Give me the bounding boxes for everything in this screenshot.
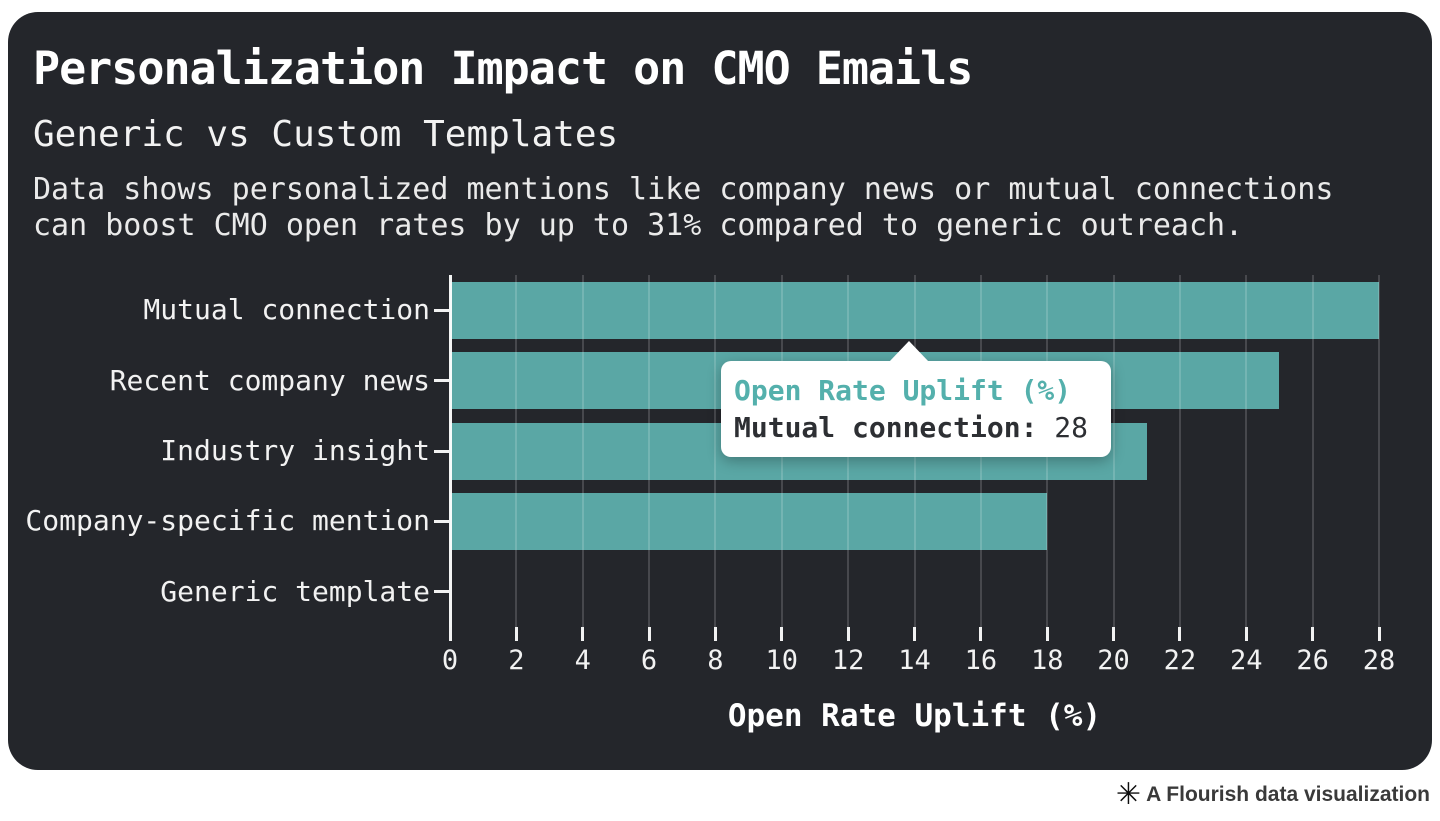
x-tick-label-8: 8 xyxy=(707,645,724,676)
flourish-logo-icon: ✳ xyxy=(1115,777,1142,812)
x-tick-18 xyxy=(1045,627,1049,641)
y-tick-recent-company-news xyxy=(434,379,449,383)
flourish-attribution-link[interactable]: ✳ A Flourish data visualization xyxy=(1116,774,1430,816)
y-tick-company-specific-mention xyxy=(434,519,449,523)
gridline-28 xyxy=(1378,275,1380,627)
x-tick-10 xyxy=(780,627,784,641)
x-tick-26 xyxy=(1311,627,1315,641)
x-tick-label-0: 0 xyxy=(441,645,459,676)
category-label-mutual-connection: Mutual connection xyxy=(143,293,430,327)
chart-title: Personalization Impact on CMO Emails xyxy=(33,42,973,95)
x-tick-label-20: 20 xyxy=(1097,645,1130,676)
x-tick-14 xyxy=(913,627,916,641)
x-tick-label-2: 2 xyxy=(508,645,525,676)
x-tick-6 xyxy=(647,627,651,641)
x-tick-12 xyxy=(846,627,850,641)
x-tick-label-12: 12 xyxy=(831,645,865,676)
x-tick-label-28: 28 xyxy=(1362,645,1396,676)
y-tick-industry-insight xyxy=(434,449,449,453)
x-tick-20 xyxy=(1112,627,1116,641)
bar-company-specific-mention[interactable] xyxy=(450,492,1048,550)
gridline-20 xyxy=(1112,275,1115,627)
gridline-4 xyxy=(581,275,584,627)
gridline-22 xyxy=(1178,275,1181,627)
category-label-company-specific-mention: Company-specific mention xyxy=(25,504,430,538)
x-axis-title: Open Rate Uplift (%) xyxy=(727,698,1102,734)
gridline-26 xyxy=(1311,275,1314,627)
x-tick-label-14: 14 xyxy=(898,645,931,676)
gridline-8 xyxy=(714,275,717,627)
x-tick-label-10: 10 xyxy=(765,645,799,676)
x-tick-4 xyxy=(581,627,585,641)
x-tick-label-16: 16 xyxy=(964,645,998,676)
gridline-2 xyxy=(515,275,518,627)
gridline-6 xyxy=(648,275,651,627)
x-tick-label-18: 18 xyxy=(1030,645,1064,676)
chart-description: Data shows personalized mentions like co… xyxy=(33,172,1333,244)
tooltip-value: 28 xyxy=(1054,411,1089,444)
bar-mutual-connection[interactable] xyxy=(450,281,1379,339)
tooltip-body: Mutual connection: 28 xyxy=(734,409,1099,446)
category-label-recent-company-news: Recent company news xyxy=(109,363,430,397)
x-tick-22 xyxy=(1178,627,1182,641)
category-label-generic-template: Generic template xyxy=(160,574,430,608)
x-tick-2 xyxy=(514,627,518,641)
x-tick-label-26: 26 xyxy=(1296,645,1329,676)
category-label-industry-insight: Industry insight xyxy=(160,434,430,467)
x-tick-label-6: 6 xyxy=(640,645,658,676)
y-tick-mutual-connection xyxy=(434,308,449,312)
x-tick-16 xyxy=(979,627,983,641)
y-tick-generic-template xyxy=(434,590,449,594)
x-tick-0 xyxy=(448,627,452,641)
x-tick-label-22: 22 xyxy=(1163,645,1197,676)
attribution-text: A Flourish data visualization xyxy=(1146,783,1430,806)
gridline-24 xyxy=(1245,275,1248,627)
x-tick-label-24: 24 xyxy=(1230,645,1263,676)
x-tick-8 xyxy=(713,627,717,641)
x-tick-28 xyxy=(1377,627,1381,641)
y-axis-line xyxy=(449,275,452,641)
x-tick-label-4: 4 xyxy=(574,645,591,676)
tooltip-category-label: Mutual connection: xyxy=(734,411,1038,444)
tooltip-series-title: Open Rate Uplift (%) xyxy=(734,374,1072,407)
x-tick-24 xyxy=(1244,627,1248,641)
chart-description-line-2: can boost CMO open rates by up to 31% co… xyxy=(33,208,1244,243)
tooltip: Open Rate Uplift (%) Mutual connection: … xyxy=(721,341,1111,457)
tooltip-caret-icon xyxy=(889,341,929,362)
chart-description-line-1: Data shows personalized mentions like co… xyxy=(33,172,1334,207)
chart-subtitle: Generic vs Custom Templates xyxy=(33,114,619,155)
